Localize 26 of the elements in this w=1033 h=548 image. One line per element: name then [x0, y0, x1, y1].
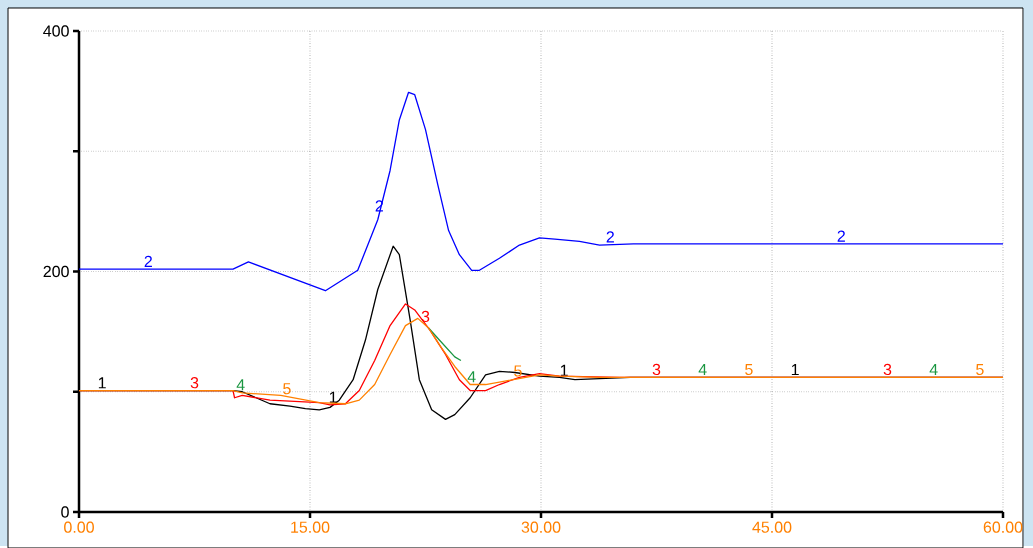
text: 1	[98, 377, 106, 389]
text: 3	[883, 363, 892, 375]
series-label: 4	[467, 371, 476, 383]
series-label: 3	[421, 310, 430, 322]
x-tick-label: 30.00	[521, 521, 561, 533]
x-tick-label: 60.00	[983, 521, 1023, 533]
series-label: 5	[283, 382, 291, 395]
x-tick-label: 15.00	[291, 521, 330, 533]
text: 3	[190, 376, 199, 389]
text: 2	[837, 230, 845, 242]
text: 5	[976, 363, 984, 375]
text: 4	[929, 363, 938, 375]
text: 4	[236, 379, 245, 391]
x-tick-label: 45.00	[752, 521, 792, 533]
x-tick-label: 0.00	[64, 521, 94, 533]
y-tick-label: 400	[43, 25, 69, 37]
text: 5	[745, 363, 753, 375]
text: 1	[560, 364, 568, 376]
series-label: 1	[329, 391, 337, 403]
y-tick-label: 200	[43, 265, 69, 277]
text: 1	[791, 363, 799, 375]
y-tick-label: 0	[61, 506, 69, 518]
text: 2	[606, 231, 614, 243]
text: 4	[698, 363, 707, 375]
text: 3	[652, 363, 661, 375]
text: 2	[144, 255, 152, 267]
